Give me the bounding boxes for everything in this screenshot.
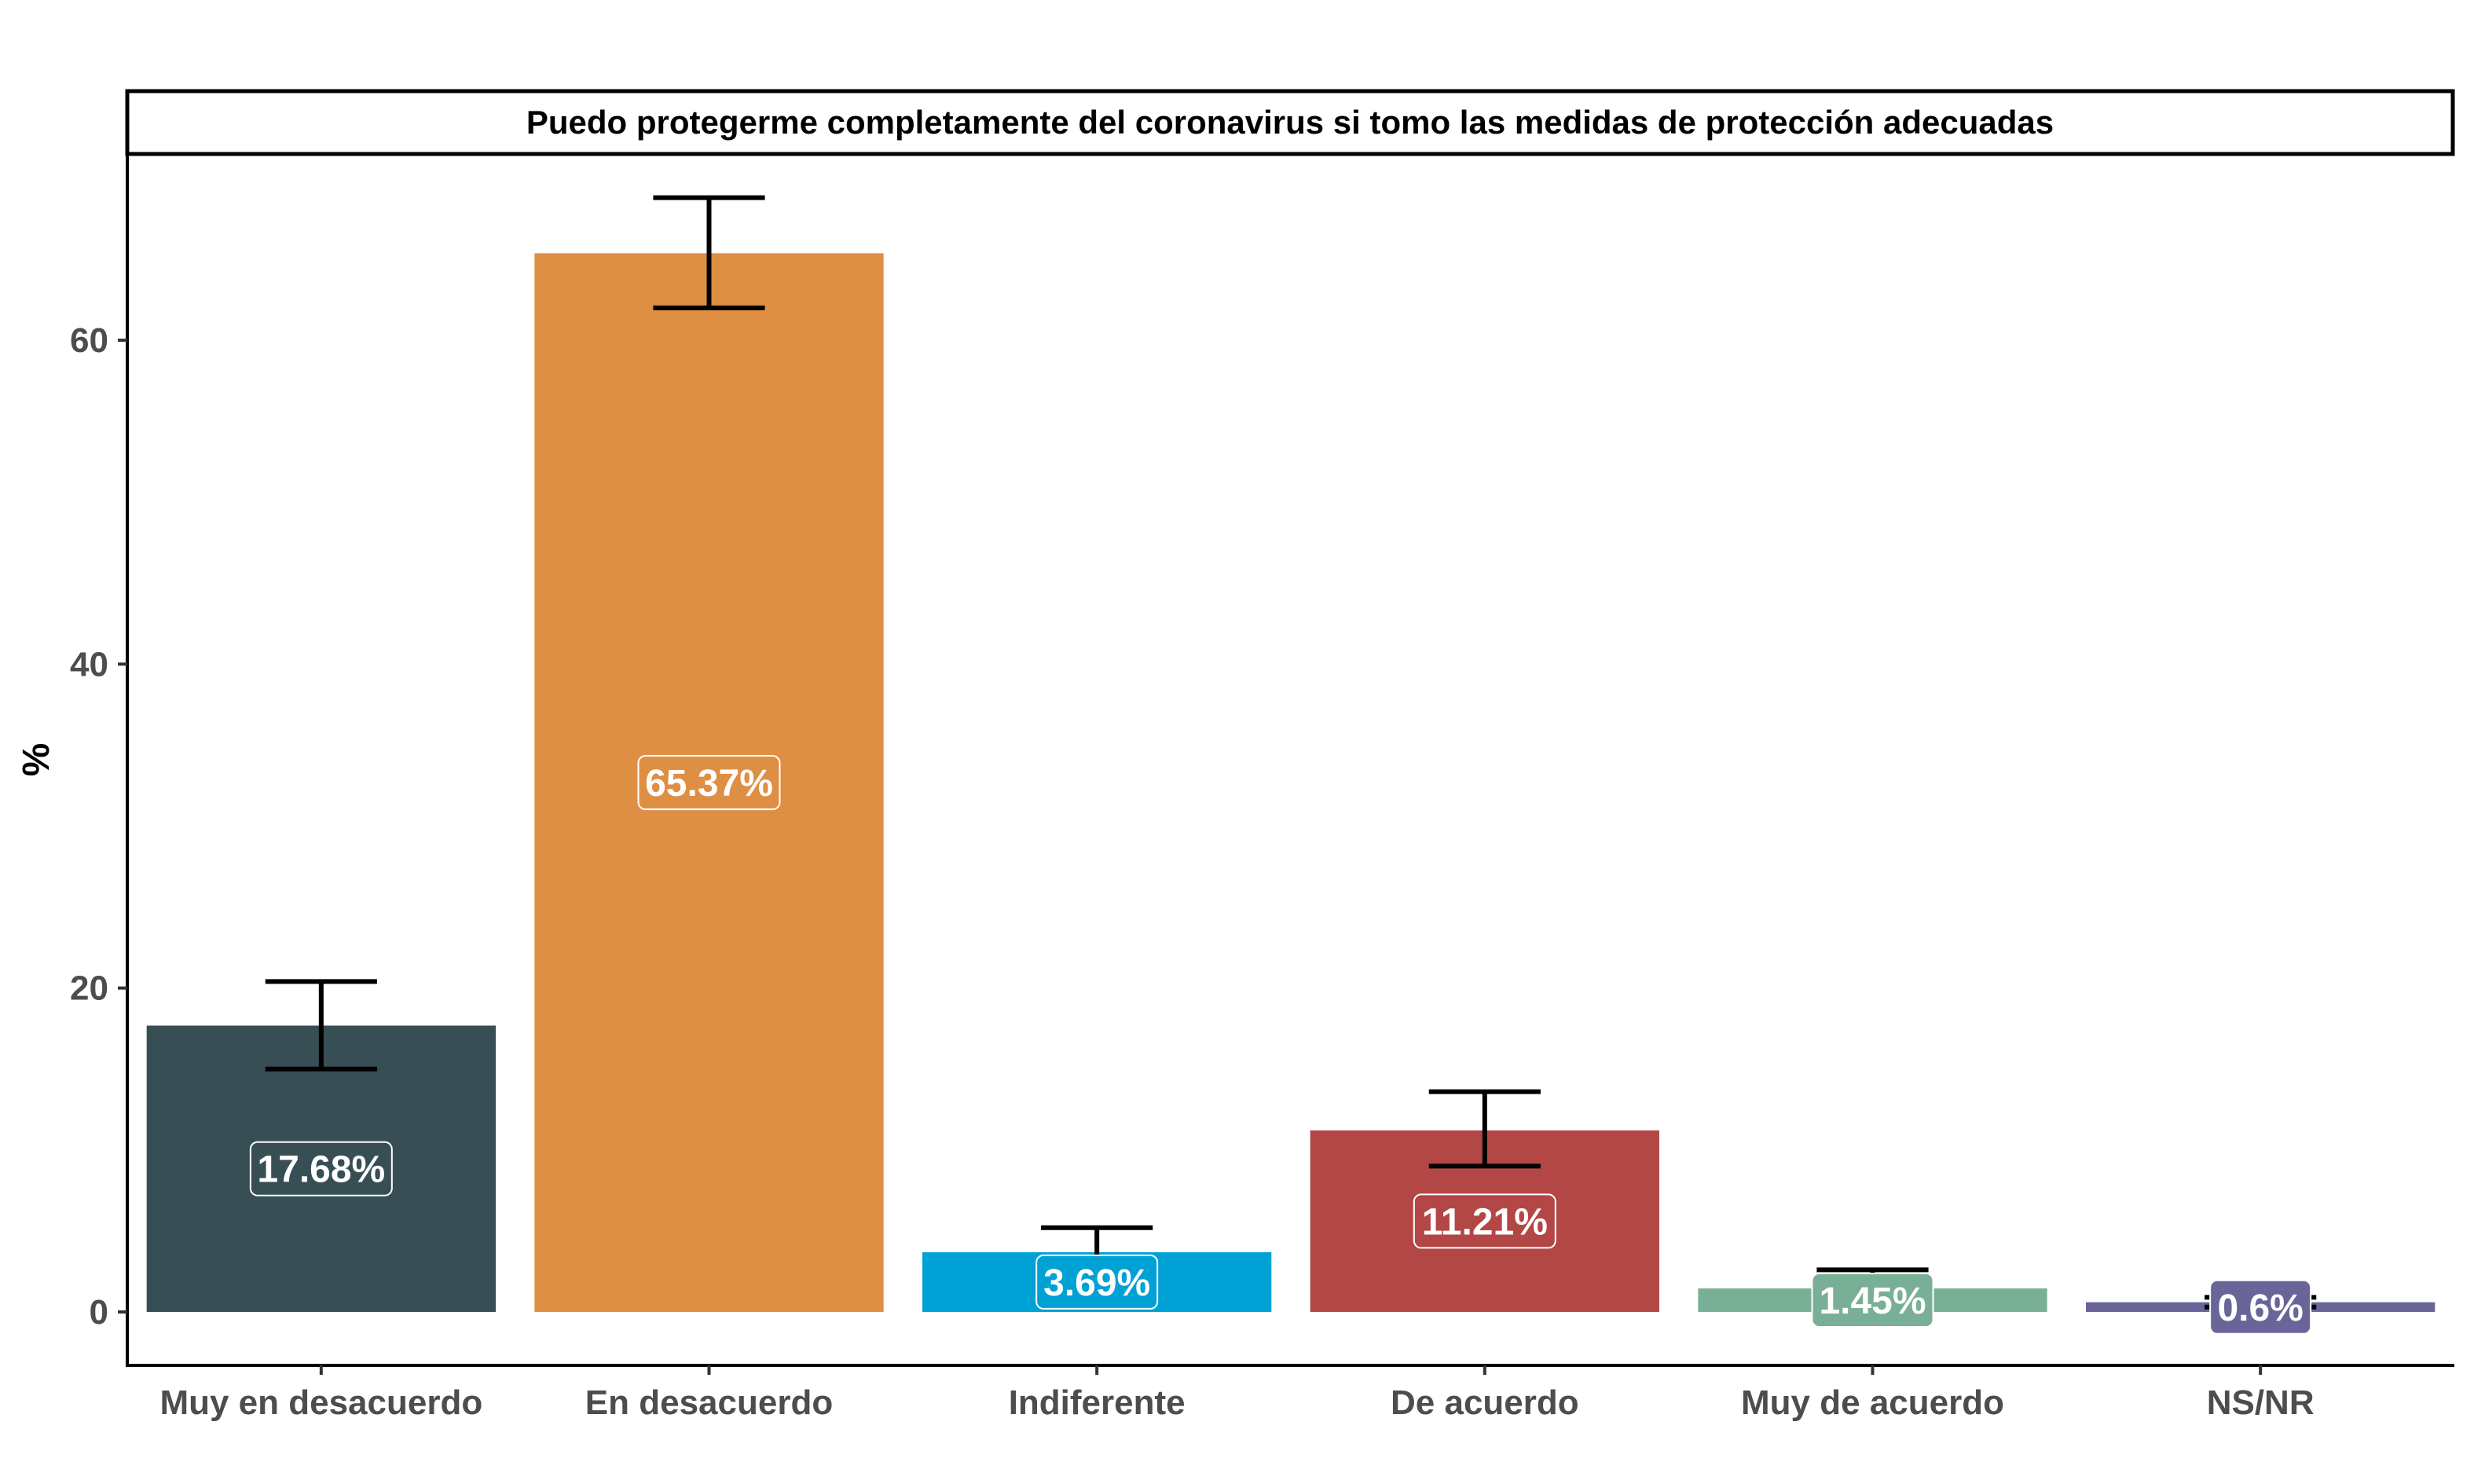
x-tick-label: De acuerdo — [1391, 1383, 1579, 1422]
bar-value-label: 3.69% — [1035, 1254, 1159, 1310]
bar-value-label-text: 0.6% — [2217, 1288, 2303, 1329]
bar-value-label: 17.68% — [249, 1141, 393, 1196]
x-tick-label: Indiferente — [1009, 1383, 1186, 1422]
x-tick-label: NS/NR — [2207, 1383, 2315, 1422]
bar-value-label-box — [1035, 1254, 1159, 1310]
bar-value-label: 11.21% — [1413, 1193, 1556, 1249]
y-tick-label: 0 — [90, 1293, 108, 1332]
x-tick-label: Muy de acuerdo — [1741, 1383, 2004, 1422]
bar-value-label-box — [637, 755, 781, 811]
bar-value-label-text: 1.45% — [1819, 1281, 1926, 1322]
bars-layer — [146, 253, 2436, 1312]
bar-labels-layer: 17.68% 65.37% 3.69% 11.21% 1.45% 0.6% — [249, 755, 2312, 1335]
x-ticks: Muy en desacuerdo En desacuerdo Indiferent… — [159, 1365, 2315, 1422]
bar-value-label: 65.37% — [637, 755, 781, 811]
y-ticks: 0 20 40 60 — [70, 321, 127, 1332]
bar-value-label: 1.45% — [1811, 1273, 1934, 1328]
facet-strip: Puedo protegerme completamente del coron… — [125, 89, 2455, 156]
x-tick-label: Muy en desacuerdo — [159, 1383, 482, 1422]
bar-value-label-box — [2209, 1279, 2312, 1335]
bar-value-label-text: 3.69% — [1043, 1262, 1150, 1304]
bar-value-label-text: 11.21% — [1422, 1201, 1548, 1243]
x-tick-label: En desacuerdo — [585, 1383, 833, 1422]
y-tick-label: 40 — [70, 645, 108, 683]
bar-value-label-box — [249, 1141, 393, 1196]
error-bar — [653, 195, 765, 310]
error-bar — [265, 979, 377, 1072]
y-tick-label: 20 — [70, 969, 108, 1008]
chart-title: Puedo protegerme completamente del coron… — [526, 104, 2054, 141]
axes — [126, 154, 2454, 1367]
bar-value-label-box — [1811, 1273, 1934, 1328]
y-tick-label: 60 — [70, 321, 108, 360]
bar-value-label: 0.6% — [2209, 1279, 2312, 1335]
facet-strip-box — [125, 89, 2455, 156]
bar-value-label-box — [1413, 1193, 1556, 1249]
bar-value-label-text: 17.68% — [257, 1149, 385, 1191]
y-axis-label: % — [16, 743, 57, 777]
error-bar — [1428, 1089, 1541, 1169]
bar-value-label-text: 65.37% — [645, 763, 773, 804]
